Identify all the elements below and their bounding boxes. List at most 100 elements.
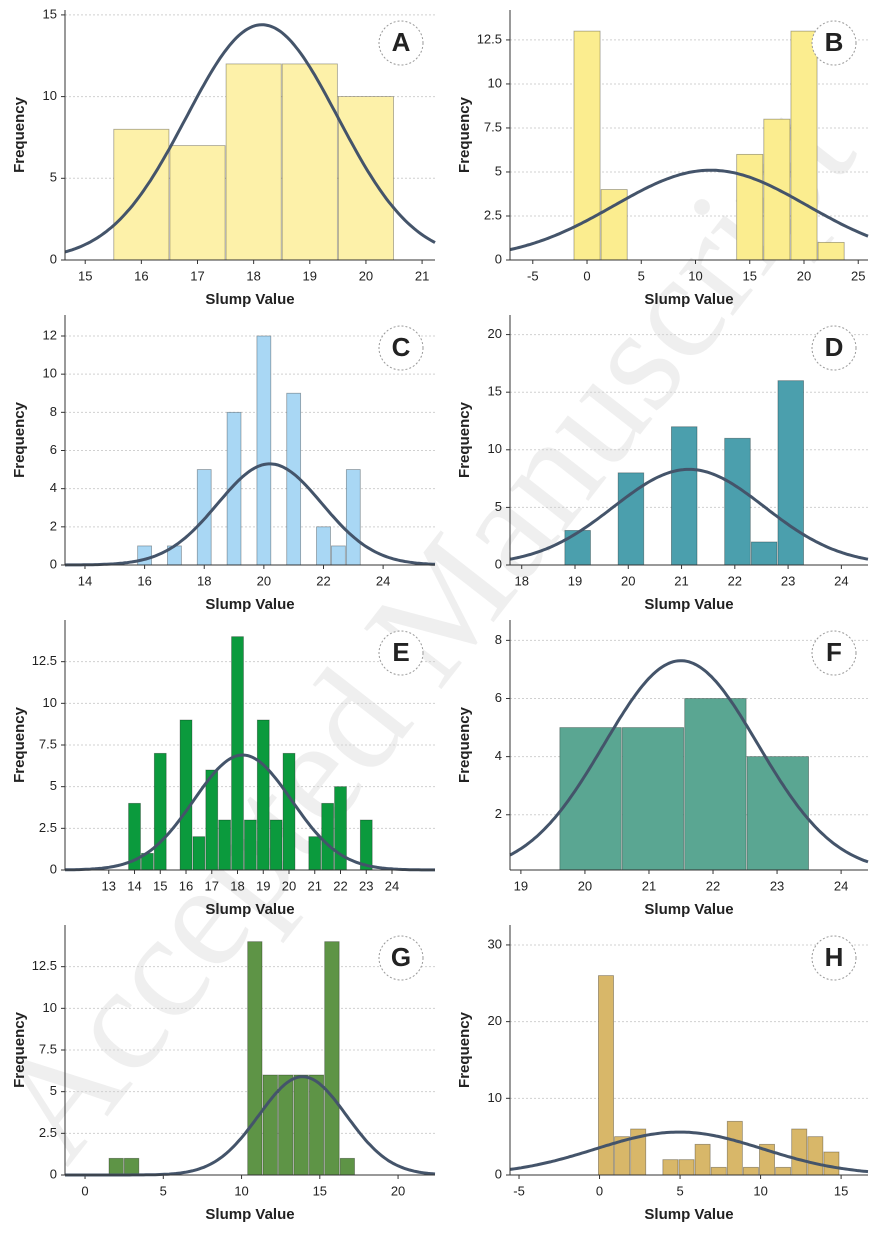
bar — [337, 96, 394, 261]
x-tick-label: 10 — [688, 268, 702, 283]
y-tick-label: 0 — [495, 556, 502, 571]
x-tick-label: 22 — [706, 878, 720, 893]
x-tick-label: 17 — [205, 878, 219, 893]
y-axis-title: Frequency — [11, 706, 28, 783]
y-axis-title: Frequency — [11, 96, 28, 173]
x-axis-title: Slump Value — [644, 901, 733, 918]
panel-label: F — [826, 637, 842, 667]
y-tick-label: 5 — [50, 778, 57, 793]
panel-badge — [811, 630, 857, 676]
x-tick-label: 18 — [246, 268, 260, 283]
y-tick-label: 10 — [488, 441, 502, 456]
y-tick-label: 7.5 — [484, 119, 502, 134]
x-tick-label: 17 — [190, 268, 204, 283]
y-tick-label: 20 — [488, 1013, 502, 1028]
x-axis-title: Slump Value — [644, 291, 733, 308]
bar — [710, 1166, 727, 1176]
x-tick-label: 15 — [313, 1183, 327, 1198]
y-tick-label: 10 — [43, 88, 57, 103]
panel: 0 2.5 5 7.5 10 12.5 13 14 15 16 17 18 19 20 21 22 23 24 Sl… — [11, 620, 435, 918]
x-axis-title: Slump Value — [644, 596, 733, 613]
x-tick-label: 22 — [316, 573, 330, 588]
y-tick-label: 6 — [495, 690, 502, 705]
x-tick-label: -5 — [527, 268, 539, 283]
bar — [244, 819, 257, 871]
y-tick-label: 8 — [495, 632, 502, 647]
y-tick-label: 0 — [50, 1166, 57, 1181]
bar — [137, 545, 152, 566]
x-tick-label: 15 — [743, 268, 757, 283]
x-tick-label: 5 — [676, 1183, 683, 1198]
bar — [750, 541, 778, 566]
bar — [308, 1074, 325, 1176]
y-tick-label: 2 — [495, 806, 502, 821]
bar — [724, 437, 751, 566]
x-axis-title: Slump Value — [205, 596, 294, 613]
y-tick-label: 0 — [50, 251, 57, 266]
x-axis-title: Slump Value — [205, 1206, 294, 1223]
bar — [324, 941, 340, 1176]
x-tick-label: 22 — [728, 573, 742, 588]
bar — [817, 241, 845, 261]
bar — [345, 469, 361, 566]
bar — [670, 426, 698, 566]
panel-label: E — [392, 637, 409, 667]
x-tick-label: 16 — [137, 573, 151, 588]
x-tick-label: 19 — [568, 573, 582, 588]
panel-badge — [378, 935, 424, 981]
x-tick-label: 18 — [514, 573, 528, 588]
y-tick-label: 12 — [43, 327, 57, 342]
y-axis-title: Frequency — [11, 401, 28, 478]
fit-curve — [509, 168, 869, 252]
x-tick-label: 16 — [179, 878, 193, 893]
x-tick-label: 16 — [134, 268, 148, 283]
x-tick-label: 20 — [797, 268, 811, 283]
x-tick-label: 24 — [834, 878, 848, 893]
bar — [192, 836, 206, 871]
x-tick-label: 14 — [78, 573, 92, 588]
x-tick-label: 15 — [834, 1183, 848, 1198]
fit-curve — [509, 1130, 869, 1174]
y-axis-title: Frequency — [456, 401, 473, 478]
x-tick-label: 19 — [514, 878, 528, 893]
y-tick-label: 5 — [50, 1083, 57, 1098]
bar — [359, 819, 373, 871]
x-tick-label: 24 — [376, 573, 390, 588]
bar — [293, 1074, 309, 1176]
fit-curve — [64, 23, 436, 254]
x-tick-label: 23 — [781, 573, 795, 588]
y-tick-label: 0 — [50, 861, 57, 876]
x-tick-label: 20 — [282, 878, 296, 893]
fit-curve — [509, 659, 869, 864]
y-tick-label: 5 — [495, 163, 502, 178]
panel-label: A — [392, 27, 411, 57]
y-tick-label: 2.5 — [39, 820, 57, 835]
bar — [746, 756, 809, 871]
panel: 0 2.5 5 7.5 10 12.5 -5 0 5 10 15 20 25 Slump Value Fre… — [456, 10, 869, 308]
bar — [807, 1136, 824, 1176]
fit-curve — [509, 467, 869, 561]
panel-label: H — [825, 942, 844, 972]
bar — [678, 1159, 695, 1176]
x-tick-label: 19 — [256, 878, 270, 893]
bar — [205, 769, 219, 871]
x-tick-label: 25 — [851, 268, 865, 283]
bar — [621, 727, 685, 871]
y-tick-label: 2.5 — [484, 207, 502, 222]
bar — [108, 1157, 124, 1176]
y-tick-label: 15 — [43, 6, 57, 21]
panel: 0 2.5 5 7.5 10 12.5 0 5 10 15 20 Slump Value Frequen… — [11, 925, 436, 1223]
x-tick-label: 15 — [78, 268, 92, 283]
bar — [169, 145, 226, 261]
bar — [791, 1128, 808, 1176]
x-tick-label: 0 — [81, 1183, 88, 1198]
x-tick-label: 10 — [753, 1183, 767, 1198]
x-tick-label: 22 — [333, 878, 347, 893]
x-axis-title: Slump Value — [205, 901, 294, 918]
y-tick-label: 2 — [50, 518, 57, 533]
x-tick-label: 14 — [127, 878, 141, 893]
panel-badge — [378, 630, 424, 676]
bar — [247, 941, 263, 1176]
